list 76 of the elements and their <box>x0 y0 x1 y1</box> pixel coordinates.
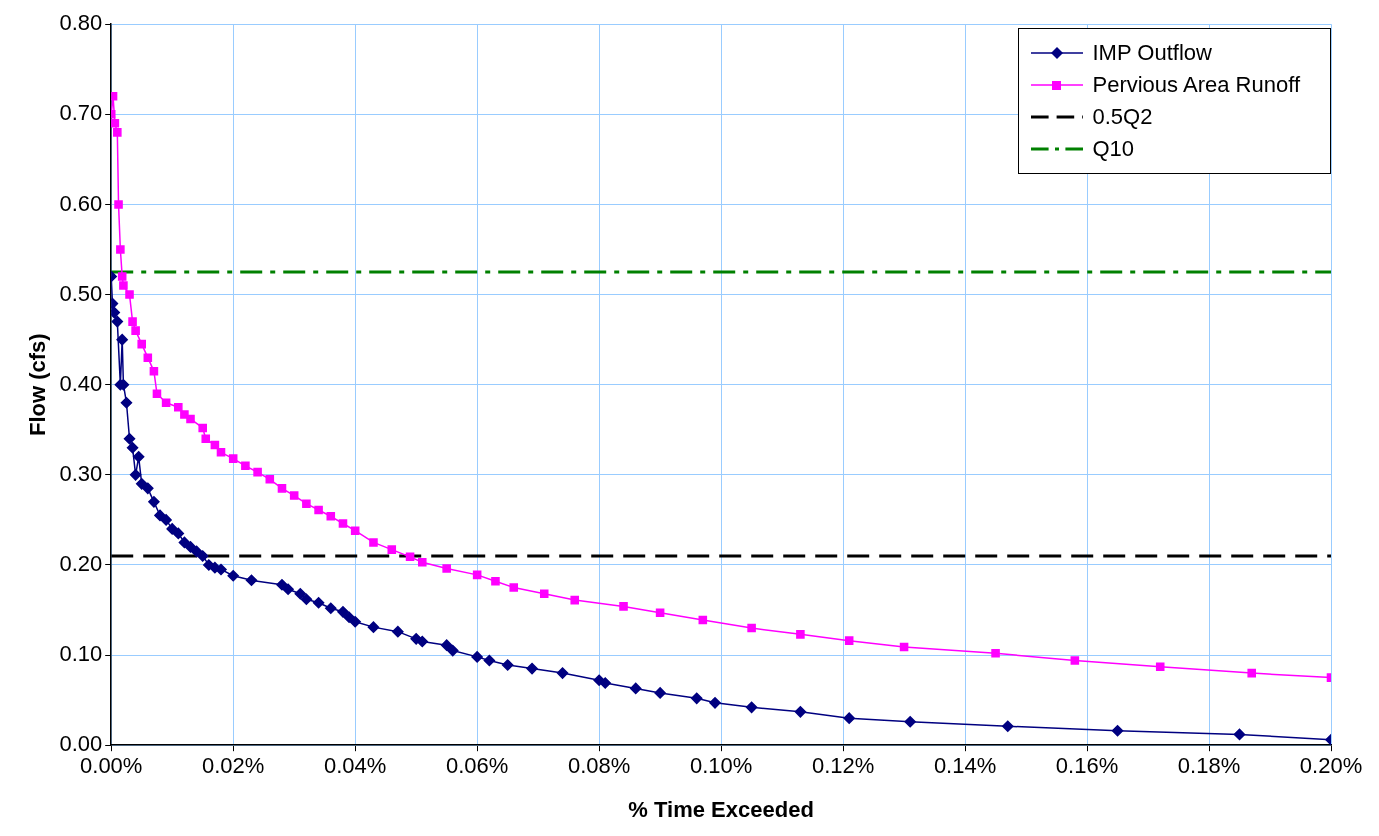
x-tick-label: 0.10% <box>689 753 753 779</box>
point <box>198 423 207 433</box>
legend-label: Pervious Area Runoff <box>1092 72 1300 98</box>
x-tick-label: 0.18% <box>1177 753 1241 779</box>
point <box>899 642 909 652</box>
y-tick-label: 0.80 <box>59 10 103 36</box>
point <box>174 402 183 412</box>
point <box>698 615 708 625</box>
point <box>509 583 519 592</box>
legend-label: Q10 <box>1092 136 1135 162</box>
point <box>491 576 500 586</box>
y-axis-title: Flow (cfs) <box>25 333 51 437</box>
point <box>117 272 127 281</box>
point <box>137 339 146 349</box>
point <box>277 484 287 493</box>
point <box>149 366 159 376</box>
y-tick-label: 0.60 <box>59 190 103 216</box>
point <box>289 491 299 500</box>
point <box>747 623 756 633</box>
legend-label: 0.5Q2 <box>1092 104 1153 130</box>
y-tick-label: 0.70 <box>59 100 103 126</box>
legend-label: IMP Outflow <box>1092 40 1212 66</box>
x-tick-label: 0.14% <box>933 753 997 779</box>
point <box>201 434 211 444</box>
y-tick-label: 0.30 <box>59 460 103 486</box>
point <box>417 557 427 567</box>
point <box>143 353 153 362</box>
x-tick-label: 0.12% <box>811 753 875 779</box>
point <box>152 389 162 398</box>
point <box>186 414 195 424</box>
point <box>228 454 238 463</box>
point <box>387 545 397 554</box>
point <box>302 499 311 508</box>
x-tick-label: 0.02% <box>202 753 265 779</box>
point <box>241 461 250 471</box>
y-tick-label: 0.50 <box>59 280 103 306</box>
point <box>991 648 1000 658</box>
point <box>369 538 378 547</box>
point <box>161 398 171 408</box>
point <box>128 317 137 326</box>
x-tick-label: 0.20% <box>1299 753 1363 779</box>
point <box>570 595 580 605</box>
point <box>131 326 140 335</box>
point <box>338 519 348 528</box>
point <box>442 564 451 573</box>
point <box>655 608 665 617</box>
point <box>253 467 262 477</box>
x-tick-label: 0.16% <box>1055 753 1119 779</box>
y-tick-label: 0.10 <box>59 641 103 667</box>
x-tick-label: 0.06% <box>445 753 509 779</box>
point <box>1155 662 1165 672</box>
point <box>125 290 134 299</box>
point <box>114 200 123 209</box>
point <box>539 589 549 599</box>
point <box>844 636 854 645</box>
x-tick-label: 0.04% <box>323 753 387 779</box>
point <box>1247 668 1256 678</box>
point <box>216 448 226 457</box>
x-tick-label: 0.08% <box>567 753 631 779</box>
point <box>1070 656 1080 665</box>
point <box>405 552 415 562</box>
point <box>180 410 189 419</box>
point <box>265 475 275 484</box>
point <box>314 505 323 515</box>
y-tick-label: 0.40 <box>59 370 103 396</box>
point <box>113 128 122 137</box>
point <box>472 570 482 580</box>
point <box>796 630 805 639</box>
point <box>111 119 120 128</box>
point <box>619 602 628 611</box>
point <box>119 281 128 290</box>
point <box>116 245 125 254</box>
point <box>350 526 360 535</box>
point <box>326 512 336 521</box>
y-tick-label: 0.20 <box>59 551 103 577</box>
x-axis-title: % Time Exceeded <box>628 796 814 822</box>
